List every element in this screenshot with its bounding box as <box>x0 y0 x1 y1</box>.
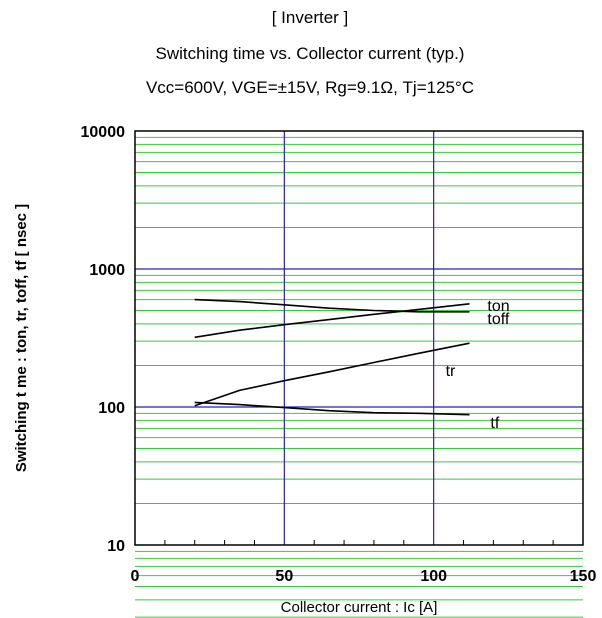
chart-title: [ Inverter ] <box>271 8 349 27</box>
y-tick-label: 10000 <box>81 124 126 141</box>
x-tick-label: 0 <box>131 568 140 585</box>
series-line-tf <box>194 401 470 416</box>
y-tick-label: 10 <box>107 538 125 555</box>
y-tick-label: 100 <box>98 400 125 417</box>
y-axis-label: Switching t me : ton, tr, toff, tf [ nse… <box>13 204 30 472</box>
x-axis-label: Collector current : Ic [A] <box>281 599 438 616</box>
series-line-toff <box>194 298 470 313</box>
series-line-ton <box>194 303 470 339</box>
chart-subtitle: Switching time vs. Collector current (ty… <box>155 44 465 63</box>
x-tick-label: 50 <box>275 568 293 585</box>
series-line-tr <box>194 342 470 407</box>
series-label-tr: tr <box>446 363 456 380</box>
series-label-ton: ton <box>487 298 509 315</box>
y-tick-label: 1000 <box>89 262 125 279</box>
chart-conditions: Vcc=600V, VGE=±15V, Rg=9.1Ω, Tj=125°C <box>145 78 475 97</box>
x-tick-label: 100 <box>420 568 447 585</box>
series-label-tf: tf <box>490 415 499 432</box>
plot-area-frame <box>134 130 584 546</box>
series-label-toff: toff <box>487 311 510 328</box>
x-tick-label: 150 <box>570 568 597 585</box>
